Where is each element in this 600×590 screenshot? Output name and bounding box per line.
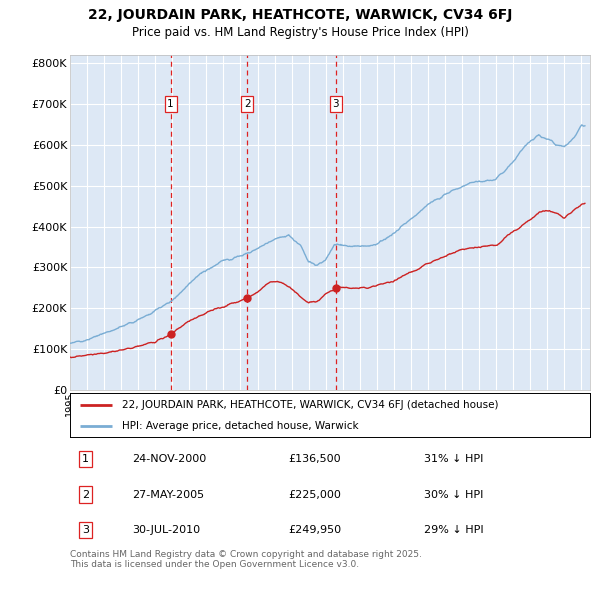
Text: 3: 3 [82, 525, 89, 535]
Text: 1: 1 [167, 99, 174, 109]
Text: Price paid vs. HM Land Registry's House Price Index (HPI): Price paid vs. HM Land Registry's House … [131, 26, 469, 39]
Text: 31% ↓ HPI: 31% ↓ HPI [424, 454, 483, 464]
Text: 2: 2 [82, 490, 89, 500]
Text: 1: 1 [82, 454, 89, 464]
Text: 22, JOURDAIN PARK, HEATHCOTE, WARWICK, CV34 6FJ: 22, JOURDAIN PARK, HEATHCOTE, WARWICK, C… [88, 8, 512, 22]
Text: £249,950: £249,950 [289, 525, 341, 535]
Text: Contains HM Land Registry data © Crown copyright and database right 2025.
This d: Contains HM Land Registry data © Crown c… [70, 550, 422, 569]
Text: 27-MAY-2005: 27-MAY-2005 [133, 490, 205, 500]
Text: 2: 2 [244, 99, 251, 109]
Text: 30% ↓ HPI: 30% ↓ HPI [424, 490, 483, 500]
Text: 22, JOURDAIN PARK, HEATHCOTE, WARWICK, CV34 6FJ (detached house): 22, JOURDAIN PARK, HEATHCOTE, WARWICK, C… [122, 401, 499, 410]
Text: 30-JUL-2010: 30-JUL-2010 [133, 525, 200, 535]
Text: £225,000: £225,000 [289, 490, 341, 500]
Text: 3: 3 [332, 99, 339, 109]
Text: HPI: Average price, detached house, Warwick: HPI: Average price, detached house, Warw… [122, 421, 359, 431]
Text: 29% ↓ HPI: 29% ↓ HPI [424, 525, 483, 535]
Text: £136,500: £136,500 [289, 454, 341, 464]
Text: 24-NOV-2000: 24-NOV-2000 [133, 454, 206, 464]
